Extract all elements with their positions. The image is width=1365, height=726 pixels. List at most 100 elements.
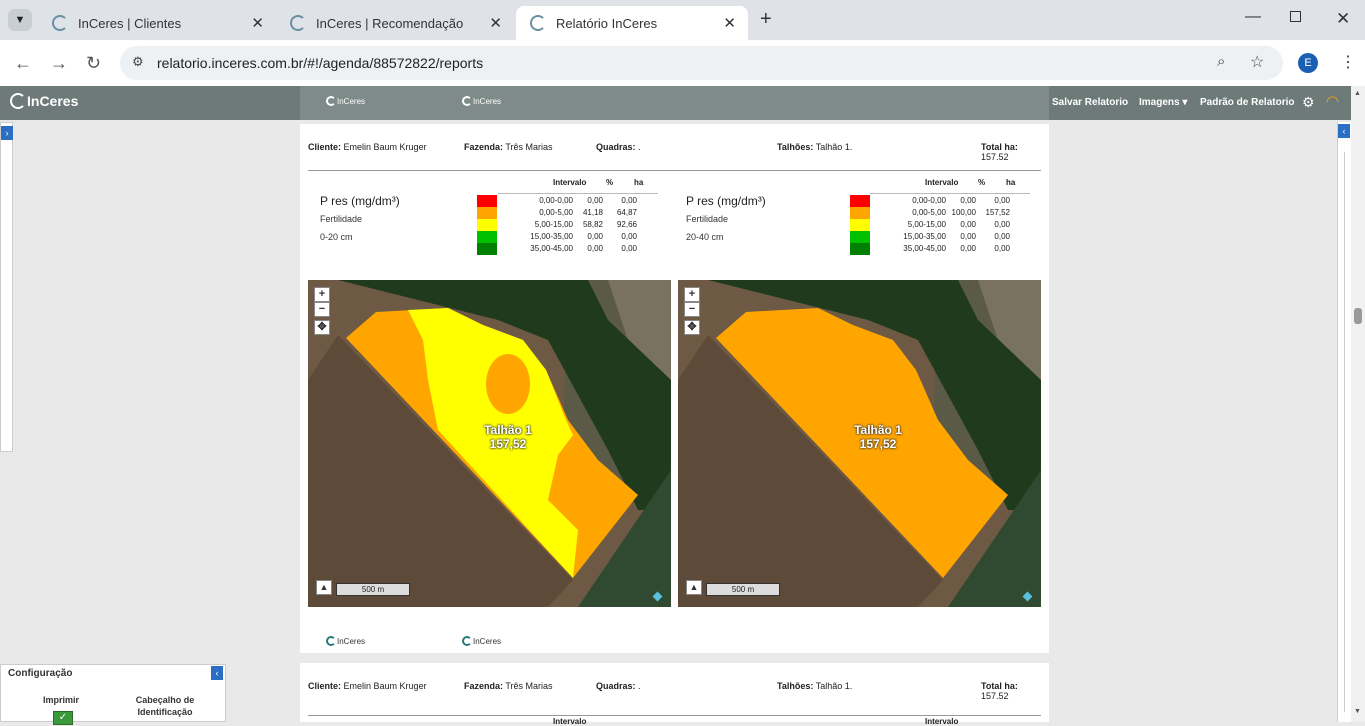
expand-panel-button[interactable]: › bbox=[1, 126, 13, 140]
print-checkbox[interactable]: ✓ bbox=[53, 711, 73, 725]
legend-ha: 0,00 bbox=[621, 244, 637, 253]
tab-clientes[interactable]: InCeres | Clientes ✕ bbox=[38, 6, 276, 40]
legend-ha: 157,52 bbox=[985, 208, 1010, 217]
logo-icon bbox=[10, 93, 26, 109]
legend-pct: 58,82 bbox=[582, 220, 603, 229]
save-report-link[interactable]: Salvar Relatorio bbox=[1052, 97, 1129, 108]
right-legend-title: P res (mg/dm³) bbox=[686, 194, 766, 208]
small-logo: InCeres bbox=[326, 96, 365, 106]
plots-field: Talhões: Talhão 1. bbox=[777, 681, 853, 691]
small-logo: InCeres bbox=[462, 96, 501, 106]
blocks-field: Quadras: . bbox=[596, 142, 641, 152]
close-icon[interactable]: ✕ bbox=[251, 15, 264, 32]
plots-field: Talhões: Talhão 1. bbox=[777, 142, 853, 152]
tab-list-dropdown-button[interactable]: ▼ bbox=[8, 9, 32, 31]
scroll-down-arrow[interactable]: ▼ bbox=[1354, 708, 1361, 715]
print-label: Imprimir bbox=[43, 695, 80, 705]
tab-recomendacao[interactable]: InCeres | Recomendação ✕ bbox=[276, 6, 514, 40]
zoom-out-button[interactable]: − bbox=[314, 302, 330, 317]
inceres-logo[interactable]: InCeres bbox=[10, 93, 78, 109]
legend-swatch bbox=[477, 207, 497, 219]
close-window-button[interactable]: ✕ bbox=[1336, 9, 1351, 28]
legend-interval: 0,00-5,00 bbox=[539, 208, 573, 217]
close-icon[interactable]: ✕ bbox=[723, 15, 736, 32]
pan-icon[interactable]: ✥ bbox=[314, 320, 330, 335]
legend-swatch bbox=[850, 231, 870, 243]
legend-ha: 0,00 bbox=[621, 232, 637, 241]
address-toolbar: ← → ↻ ⚙ relatorio.inceres.com.br/#!/agen… bbox=[0, 40, 1365, 86]
left-map[interactable]: + − ✥ Talhão 1 157,52 ▲ 500 m bbox=[308, 280, 671, 607]
expand-right-panel-button[interactable]: ‹ bbox=[1338, 124, 1350, 138]
maximize-button[interactable] bbox=[1290, 11, 1301, 22]
plot-label: Talhão 1 157,52 bbox=[484, 423, 532, 451]
right-map[interactable]: + − ✥ Talhão 1 157,52 ▲ 500 m bbox=[678, 280, 1041, 607]
config-title: Configuração bbox=[8, 668, 73, 679]
divider bbox=[308, 715, 1041, 716]
blocks-field: Quadras: . bbox=[596, 681, 641, 691]
close-icon[interactable]: ✕ bbox=[489, 15, 502, 32]
app-header: InCeres InCeres InCeres Salvar Relatorio… bbox=[0, 86, 1365, 120]
scroll-thumb[interactable] bbox=[1354, 308, 1362, 324]
farm-field: Fazenda: Três Marias bbox=[464, 142, 553, 152]
plot-label: Talhão 1 157,52 bbox=[854, 423, 902, 451]
legend-interval: 35,00-45,00 bbox=[903, 244, 946, 253]
pct-header: % bbox=[978, 178, 986, 187]
interval-header: Intervalo bbox=[925, 178, 959, 187]
tab-title: InCeres | Clientes bbox=[78, 15, 182, 31]
legend-interval: 0,00-0,00 bbox=[539, 196, 573, 205]
site-info-icon[interactable]: ⚙ bbox=[132, 54, 144, 69]
collapse-config-button[interactable]: ‹ bbox=[211, 666, 223, 680]
pan-icon[interactable]: ✥ bbox=[684, 320, 700, 335]
back-icon[interactable]: ← bbox=[14, 53, 32, 73]
loading-icon bbox=[290, 15, 306, 31]
scroll-track-line bbox=[1344, 152, 1345, 712]
minimize-button[interactable]: — bbox=[1245, 8, 1261, 25]
legend-swatch bbox=[850, 219, 870, 231]
pct-header: % bbox=[606, 178, 614, 187]
url-text: relatorio.inceres.com.br/#!/agenda/88572… bbox=[157, 55, 484, 71]
page-scrollbar[interactable]: ▲ ▼ bbox=[1351, 86, 1365, 722]
report-default-link[interactable]: Padrão de Relatorio bbox=[1200, 97, 1295, 108]
left-side-panel: › bbox=[0, 122, 13, 452]
legend-pct: 0,00 bbox=[960, 196, 976, 205]
ha-header: ha bbox=[1006, 178, 1016, 187]
legend-ha: 0,00 bbox=[994, 232, 1010, 241]
legend-interval: 15,00-35,00 bbox=[530, 232, 573, 241]
divider bbox=[308, 170, 1041, 171]
forward-icon[interactable]: → bbox=[50, 53, 68, 73]
profile-avatar[interactable]: E bbox=[1298, 53, 1318, 73]
zoom-icon[interactable]: ⌕ bbox=[1217, 53, 1226, 70]
reload-icon[interactable]: ↻ bbox=[86, 53, 102, 73]
total-field: Total ha: 157.52 bbox=[981, 681, 1018, 701]
scroll-up-arrow[interactable]: ▲ bbox=[1354, 90, 1361, 97]
legend-pct: 0,00 bbox=[587, 244, 603, 253]
images-menu[interactable]: Imagens ▾ bbox=[1139, 97, 1188, 108]
report-scrollbar[interactable]: ‹ bbox=[1337, 122, 1351, 722]
satellite-imagery bbox=[308, 280, 671, 607]
north-arrow-icon: ▲ bbox=[316, 580, 332, 595]
zoom-in-button[interactable]: + bbox=[314, 287, 330, 302]
right-legend-depth: 20-40 cm bbox=[686, 232, 724, 242]
report-page: Cliente: Emelin Baum Kruger Fazenda: Trê… bbox=[300, 124, 1049, 653]
zoom-out-button[interactable]: − bbox=[684, 302, 700, 317]
bookmark-star-icon[interactable]: ☆ bbox=[1250, 54, 1265, 71]
scale-bar: 500 m bbox=[336, 583, 410, 596]
settings-gear-icon[interactable]: ⚙ bbox=[1302, 94, 1315, 110]
loading-icon bbox=[52, 15, 68, 31]
legend-swatch bbox=[850, 195, 870, 207]
legend-ha: 0,00 bbox=[621, 196, 637, 205]
legend-ha: 0,00 bbox=[994, 220, 1010, 229]
browser-menu-icon[interactable]: ⋮ bbox=[1340, 54, 1356, 71]
url-bar[interactable]: ⚙ relatorio.inceres.com.br/#!/agenda/885… bbox=[120, 46, 1283, 80]
legend-ha: 0,00 bbox=[994, 244, 1010, 253]
legend-pct: 41,18 bbox=[582, 208, 603, 217]
wifi-icon: ◠ bbox=[1326, 93, 1340, 110]
legend-swatch bbox=[850, 243, 870, 255]
zoom-in-button[interactable]: + bbox=[684, 287, 700, 302]
client-field: Cliente: Emelin Baum Kruger bbox=[308, 142, 427, 152]
divider bbox=[498, 193, 658, 194]
new-tab-button[interactable]: + bbox=[760, 8, 772, 30]
header-id-label: Cabeçalho de Identificação bbox=[135, 695, 195, 717]
tab-relatorio[interactable]: Relatório InCeres ✕ bbox=[516, 6, 748, 40]
legend-swatch bbox=[477, 231, 497, 243]
